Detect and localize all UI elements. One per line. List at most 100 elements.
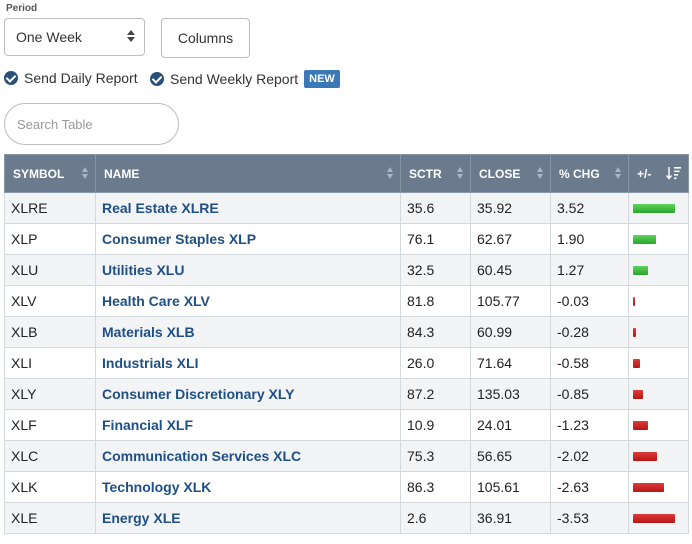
period-select[interactable]: One Week	[4, 18, 145, 56]
pct-chg-cell: -2.63	[550, 471, 629, 503]
change-bar	[633, 203, 675, 213]
weekly-report-toggle[interactable]: Send Weekly Report NEW	[150, 70, 340, 88]
table-row[interactable]: XLE Energy XLE 2.6 36.91 -3.53	[4, 502, 689, 534]
sctr-cell: 87.2	[400, 378, 471, 410]
table-row[interactable]: XLP Consumer Staples XLP 76.1 62.67 1.90	[4, 223, 689, 255]
close-cell: 135.03	[470, 378, 551, 410]
symbol-cell: XLE	[4, 502, 96, 534]
name-link[interactable]: Communication Services XLC	[95, 440, 401, 472]
table-row[interactable]: XLK Technology XLK 86.3 105.61 -2.63	[4, 471, 689, 503]
table-row[interactable]: XLRE Real Estate XLRE 35.6 35.92 3.52	[4, 192, 689, 224]
name-link[interactable]: Technology XLK	[95, 471, 401, 503]
name-link[interactable]: Health Care XLV	[95, 285, 401, 317]
select-caret-icon	[127, 30, 135, 42]
symbol-cell: XLB	[4, 316, 96, 348]
table-row[interactable]: XLB Materials XLB 84.3 60.99 -0.28	[4, 316, 689, 348]
name-link[interactable]: Consumer Staples XLP	[95, 223, 401, 255]
name-link[interactable]: Energy XLE	[95, 502, 401, 534]
close-cell: 105.77	[470, 285, 551, 317]
close-cell: 105.61	[470, 471, 551, 503]
column-header-pct-chg[interactable]: % CHG	[550, 154, 629, 193]
table-row[interactable]: XLC Communication Services XLC 75.3 56.65 -2…	[4, 440, 689, 472]
table-row[interactable]: XLI Industrials XLI 26.0 71.64 -0.58	[4, 347, 689, 379]
change-bar	[633, 513, 675, 523]
pct-chg-cell: -1.23	[550, 409, 629, 441]
daily-report-label: Send Daily Report	[24, 70, 138, 86]
table-row[interactable]: XLV Health Care XLV 81.8 105.77 -0.03	[4, 285, 689, 317]
close-cell: 36.91	[470, 502, 551, 534]
change-bar-cell	[628, 347, 689, 379]
sector-table: SYMBOL NAME SCTR CLOSE % CHG +/- XLRE Rea…	[4, 154, 689, 534]
sort-icon	[615, 167, 621, 179]
sctr-cell: 2.6	[400, 502, 471, 534]
search-table-input[interactable]	[4, 103, 179, 145]
change-bar	[633, 327, 636, 337]
table-row[interactable]: XLY Consumer Discretionary XLY 87.2 135.03-…	[4, 378, 689, 410]
column-header-close[interactable]: CLOSE	[470, 154, 551, 193]
change-bar-cell	[628, 285, 689, 317]
change-bar-cell	[628, 378, 689, 410]
sctr-cell: 81.8	[400, 285, 471, 317]
name-link[interactable]: Materials XLB	[95, 316, 401, 348]
change-bar	[633, 296, 635, 306]
name-link[interactable]: Real Estate XLRE	[95, 192, 401, 224]
sort-desc-icon	[666, 167, 681, 180]
table-row[interactable]: XLU Utilities XLU 32.5 60.45 1.27	[4, 254, 689, 286]
name-link[interactable]: Industrials XLI	[95, 347, 401, 379]
column-header-name[interactable]: NAME	[95, 154, 401, 193]
period-selected-value: One Week	[16, 29, 82, 45]
symbol-cell: XLP	[4, 223, 96, 255]
name-link[interactable]: Financial XLF	[95, 409, 401, 441]
close-cell: 60.45	[470, 254, 551, 286]
close-cell: 35.92	[470, 192, 551, 224]
sort-icon	[537, 167, 543, 179]
change-bar	[633, 358, 640, 368]
change-bar	[633, 234, 656, 244]
columns-button[interactable]: Columns	[161, 18, 250, 58]
pct-chg-cell: -3.53	[550, 502, 629, 534]
check-circle-icon[interactable]	[4, 71, 18, 85]
symbol-cell: XLC	[4, 440, 96, 472]
change-bar	[633, 265, 648, 275]
column-header-symbol[interactable]: SYMBOL	[4, 154, 96, 193]
change-bar	[633, 451, 657, 461]
pct-chg-cell: -0.03	[550, 285, 629, 317]
pct-chg-cell: 1.90	[550, 223, 629, 255]
pct-chg-cell: -2.02	[550, 440, 629, 472]
change-bar-cell	[628, 502, 689, 534]
symbol-cell: XLI	[4, 347, 96, 379]
pct-chg-cell: -0.58	[550, 347, 629, 379]
daily-report-toggle[interactable]: Send Daily Report	[4, 70, 138, 86]
pct-chg-cell: 1.27	[550, 254, 629, 286]
change-bar-cell	[628, 223, 689, 255]
pct-chg-cell: 3.52	[550, 192, 629, 224]
sctr-cell: 75.3	[400, 440, 471, 472]
symbol-cell: XLU	[4, 254, 96, 286]
table-row[interactable]: XLF Financial XLF 10.9 24.01 -1.23	[4, 409, 689, 441]
sctr-cell: 84.3	[400, 316, 471, 348]
check-circle-icon[interactable]	[150, 72, 164, 86]
close-cell: 60.99	[470, 316, 551, 348]
period-label: Period	[6, 3, 38, 14]
sctr-cell: 35.6	[400, 192, 471, 224]
change-bar	[633, 389, 643, 399]
sort-icon	[82, 167, 88, 179]
close-cell: 24.01	[470, 409, 551, 441]
sctr-cell: 10.9	[400, 409, 471, 441]
pct-chg-cell: -0.28	[550, 316, 629, 348]
sctr-cell: 76.1	[400, 223, 471, 255]
name-link[interactable]: Consumer Discretionary XLY	[95, 378, 401, 410]
new-badge: NEW	[304, 70, 340, 88]
sort-icon	[457, 167, 463, 179]
change-bar-cell	[628, 440, 689, 472]
column-header-sctr[interactable]: SCTR	[400, 154, 471, 193]
column-header-plus-minus[interactable]: +/-	[628, 154, 689, 193]
change-bar	[633, 420, 648, 430]
close-cell: 56.65	[470, 440, 551, 472]
symbol-cell: XLRE	[4, 192, 96, 224]
weekly-report-label: Send Weekly Report	[170, 71, 299, 87]
name-link[interactable]: Utilities XLU	[95, 254, 401, 286]
table-header-row: SYMBOL NAME SCTR CLOSE % CHG +/-	[4, 154, 689, 193]
change-bar-cell	[628, 316, 689, 348]
change-bar	[633, 482, 664, 492]
